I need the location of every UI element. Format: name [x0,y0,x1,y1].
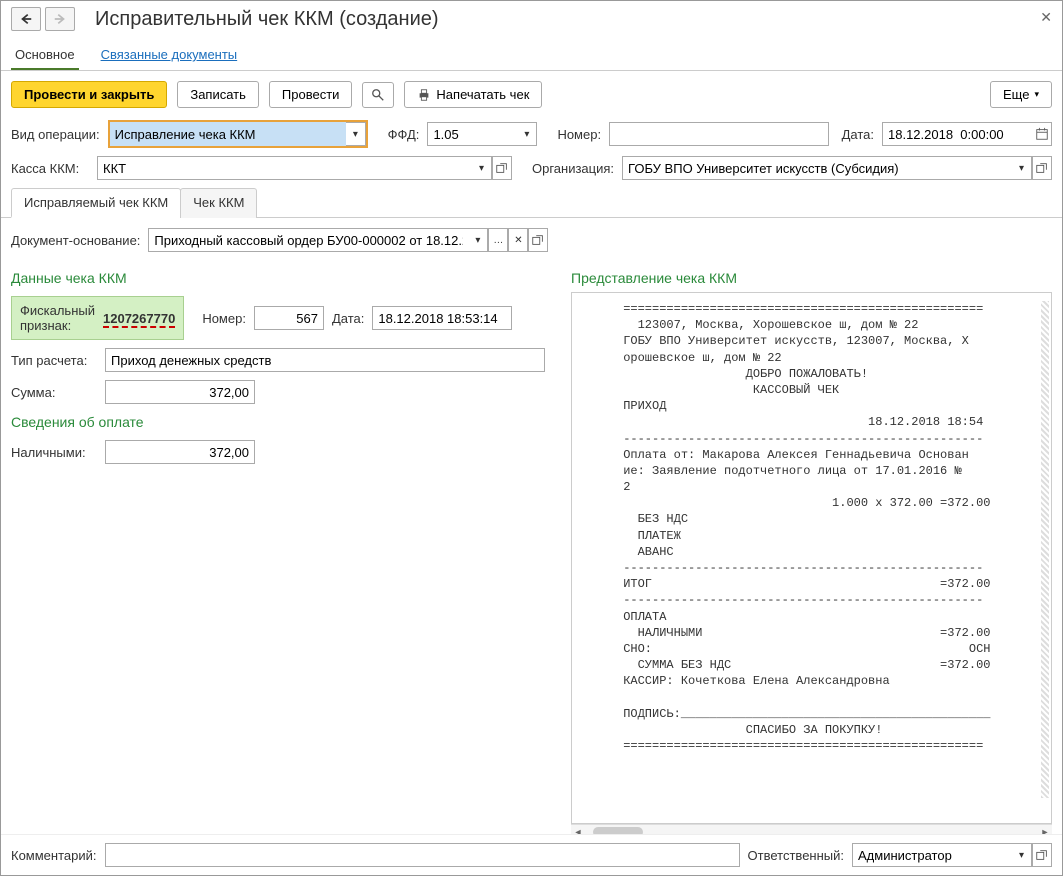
basis-input[interactable] [148,228,468,252]
org-dropdown[interactable]: ▾ [1012,156,1032,180]
header-row-2: Касса ККМ: ▾ Организация: ▾ [1,152,1062,184]
org-input[interactable] [622,156,1012,180]
responsible-dropdown[interactable]: ▾ [1012,843,1032,867]
nav-forward-button[interactable] [45,7,75,31]
sum-row: Сумма: [11,376,559,408]
left-panel: Данные чека ККМ Фискальныйпризнак: 12072… [11,264,559,838]
calendar-icon [1035,127,1049,141]
chevron-down-icon: ▾ [1034,89,1039,100]
print-check-button[interactable]: Напечатать чек [404,81,542,108]
check-date-label: Дата: [332,311,364,326]
op-type-field[interactable]: ▾ [108,120,368,148]
magnifier-icon [371,88,385,102]
sub-tab-corrected[interactable]: Исправляемый чек ККМ [11,188,181,218]
comment-input[interactable] [105,843,740,867]
kkm-open-button[interactable] [492,156,512,180]
basis-clear-button[interactable]: ✕ [508,228,528,252]
kkm-label: Касса ККМ: [11,161,89,176]
ffd-label: ФФД: [388,127,420,142]
nav-back-button[interactable] [11,7,41,31]
preview-title: Представление чека ККМ [571,264,1052,292]
footer: Комментарий: Ответственный: ▾ [1,834,1062,875]
date-picker-button[interactable] [1032,122,1052,146]
more-label: Еще [1003,87,1029,102]
sum-input[interactable] [105,380,255,404]
check-number-label: Номер: [202,311,246,326]
post-button[interactable]: Провести [269,81,353,108]
kkm-dropdown[interactable]: ▾ [472,156,492,180]
number-input[interactable] [609,122,829,146]
basis-dropdown[interactable]: ▾ [468,228,488,252]
sub-tab-check[interactable]: Чек ККМ [180,188,257,218]
calc-type-label: Тип расчета: [11,353,97,368]
titlebar: Исправительный чек ККМ (создание) ✕ [1,1,1062,37]
basis-label: Документ-основание: [11,233,140,248]
preview-button[interactable] [362,82,394,108]
window-title: Исправительный чек ККМ (создание) [95,8,439,31]
toolbar: Провести и закрыть Записать Провести Нап… [1,71,1062,116]
calc-type-row: Тип расчета: [11,344,559,376]
receipt-preview[interactable]: ========================================… [571,292,1052,824]
check-date-input[interactable] [372,306,512,330]
arrow-right-icon [53,12,67,26]
post-and-close-button[interactable]: Провести и закрыть [11,81,167,108]
fiscal-box: Фискальныйпризнак: 1207267770 [11,296,184,340]
ffd-input[interactable] [427,122,517,146]
open-icon [531,233,545,247]
cash-label: Наличными: [11,445,97,460]
fiscal-label: Фискальныйпризнак: [20,303,95,333]
sum-label: Сумма: [11,385,97,400]
fiscal-value: 1207267770 [103,311,175,328]
printer-icon [417,88,431,102]
basis-select-button[interactable]: … [488,228,508,252]
basis-row: Документ-основание: ▾ … ✕ [1,218,1062,256]
org-label: Организация: [532,161,614,176]
kkm-input[interactable] [97,156,472,180]
open-icon [495,161,509,175]
number-label: Номер: [557,127,601,142]
vertical-scrollbar[interactable] [1041,301,1049,798]
op-type-input[interactable] [110,122,346,146]
header-row-1: Вид операции: ▾ ФФД: ▾ Номер: Дата: [1,116,1062,152]
check-number-input[interactable] [254,306,324,330]
save-button[interactable]: Записать [177,81,259,108]
op-type-dropdown[interactable]: ▾ [346,122,366,146]
arrow-left-icon [19,12,33,26]
date-input[interactable] [882,122,1032,146]
responsible-input[interactable] [852,843,1012,867]
cash-row: Наличными: [11,436,559,468]
org-open-button[interactable] [1032,156,1052,180]
comment-label: Комментарий: [11,848,97,863]
responsible-label: Ответственный: [748,848,844,863]
more-button[interactable]: Еще ▾ [990,81,1052,108]
op-type-label: Вид операции: [11,127,100,142]
sub-tabs: Исправляемый чек ККМ Чек ККМ [1,188,1062,218]
cash-input[interactable] [105,440,255,464]
fiscal-row: Фискальныйпризнак: 1207267770 Номер: Дат… [11,292,559,344]
window: Исправительный чек ККМ (создание) ✕ Осно… [0,0,1063,876]
date-label: Дата: [842,127,874,142]
calc-type-input[interactable] [105,348,545,372]
print-check-label: Напечатать чек [436,87,529,102]
ffd-dropdown[interactable]: ▾ [517,122,537,146]
open-icon [1035,161,1049,175]
close-button[interactable]: ✕ [1040,9,1052,26]
responsible-open-button[interactable] [1032,843,1052,867]
content-area: Данные чека ККМ Фискальныйпризнак: 12072… [1,256,1062,846]
receipt-text: ========================================… [580,302,990,753]
main-tabs: Основное Связанные документы [1,37,1062,71]
payment-title: Сведения об оплате [11,408,559,436]
tab-main[interactable]: Основное [11,41,79,70]
tab-related-docs[interactable]: Связанные документы [97,41,242,70]
open-icon [1035,848,1049,862]
kkm-data-title: Данные чека ККМ [11,264,559,292]
right-panel: Представление чека ККМ =================… [571,264,1052,838]
basis-open-button[interactable] [528,228,548,252]
